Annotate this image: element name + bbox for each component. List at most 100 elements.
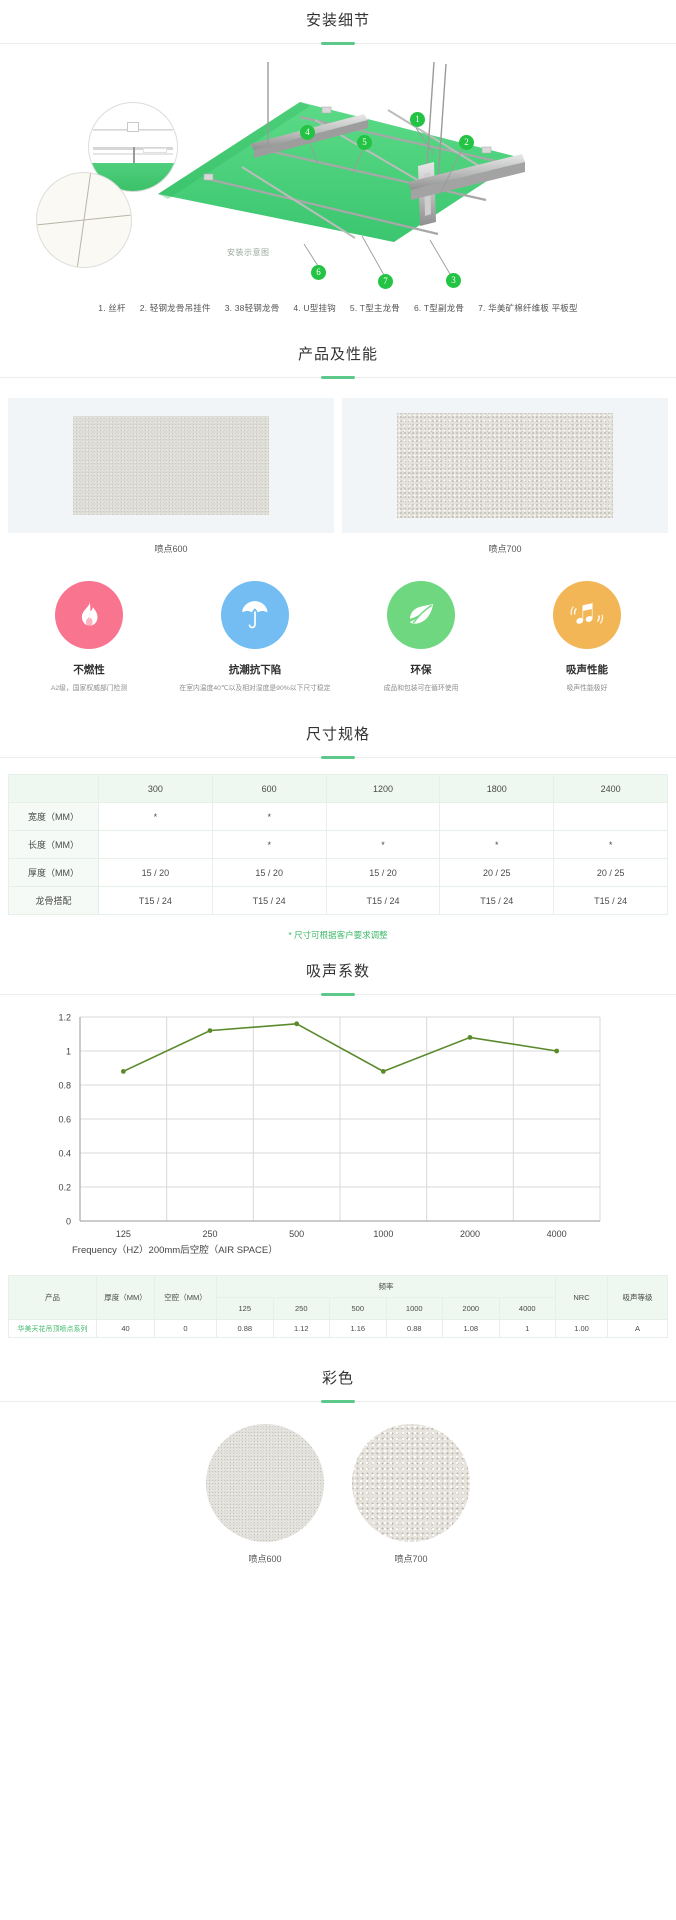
chart-series-markers: [120, 1021, 560, 1074]
spacer: [0, 1338, 676, 1368]
x-tick-label: 1000: [373, 1229, 393, 1239]
color-sample-700[interactable]: 喷点700: [352, 1424, 470, 1565]
callout-badge-6: 6: [311, 265, 326, 280]
data-point-marker: [207, 1028, 213, 1033]
col-nrc: NRC: [555, 1275, 608, 1320]
row-label-width: 宽度（MM）: [8, 802, 99, 831]
table-col-600: 600: [211, 774, 327, 803]
section-header-acoustic: 吸声系数: [0, 961, 676, 995]
feature-name: 抗潮抗下陷: [228, 664, 282, 676]
table-row: 龙骨搭配 T15 / 24 T15 / 24 T15 / 24 T15 / 24…: [8, 886, 668, 915]
cell: 20 / 25: [553, 858, 668, 887]
y-tick-label: 0: [66, 1217, 71, 1227]
callout-badge-4: 4: [300, 125, 315, 140]
product-swatch-card[interactable]: [342, 398, 668, 533]
feature-item-moisture-resistant: 抗潮抗下陷 在室内温度40℃以及相对湿度是90%以下尺寸稳定: [172, 581, 338, 694]
feature-desc: 吸声性能极好: [566, 685, 608, 692]
y-tick-label: 1: [66, 1047, 71, 1057]
col-thickness: 厚度（MM）: [96, 1275, 155, 1320]
section-underline: [0, 757, 676, 758]
cell: T15 / 24: [325, 886, 441, 915]
cell-nrc: 1.00: [555, 1319, 608, 1338]
section-underline: [0, 377, 676, 378]
data-point-marker: [467, 1035, 473, 1040]
size-spec-table: 300 600 1200 1800 2400 宽度（MM） * * 长度（MM）…: [8, 774, 668, 915]
row-label-thickness: 厚度（MM）: [8, 858, 99, 887]
feature-desc: 成品和包装可在循环使用: [383, 685, 459, 692]
spacer: [0, 1565, 676, 1579]
spacer: [0, 694, 676, 724]
color-sample-row: 喷点600 喷点700: [0, 1402, 676, 1565]
section-header-color: 彩色: [0, 1368, 676, 1402]
section-title-product: 产品及性能: [297, 346, 378, 363]
spacer: [0, 0, 676, 10]
cell: *: [439, 830, 555, 859]
section-title-acoustic: 吸声系数: [305, 963, 370, 980]
cell-value-250: 1.12: [272, 1319, 330, 1338]
table-col-1200: 1200: [325, 774, 441, 803]
cell: *: [211, 802, 327, 831]
freq-header: 125: [216, 1297, 274, 1320]
x-tick-label: 125: [116, 1229, 131, 1239]
umbrella-icon: [242, 601, 268, 629]
table-col-2400: 2400: [553, 774, 668, 803]
product-swatch-card[interactable]: [8, 398, 334, 533]
callout-badge-7: 7: [378, 274, 393, 289]
cell: 15 / 20: [325, 858, 441, 887]
size-note: * 尺寸可根据客户要求调整: [288, 930, 388, 940]
install-legend-list: 1. 丝杆 2. 轻钢龙骨吊挂件 3. 38轻钢龙骨 4. U型挂钩 5. T型…: [0, 294, 676, 314]
row-label-grid: 龙骨搭配: [8, 886, 99, 915]
feature-row: 不燃性 A2级，国家权威部门检测 抗潮抗下陷 在室内温度40℃以及相对湿度是90…: [0, 555, 676, 694]
table-corner-cell: [8, 774, 99, 803]
cell: T15 / 24: [211, 886, 327, 915]
feature-desc: 在室内温度40℃以及相对湿度是90%以下尺寸稳定: [179, 685, 331, 692]
color-label-700: 喷点700: [394, 1554, 428, 1564]
texture-sample-600: [73, 416, 269, 515]
section-header-install: 安装细节: [0, 10, 676, 44]
y-tick-label: 1.2: [58, 1013, 71, 1023]
spacer: [0, 378, 676, 398]
section-underline: [0, 994, 676, 995]
cell-product-name: 华美天花吊顶喷点系列: [8, 1319, 97, 1338]
callout-badge-2: 2: [459, 135, 474, 150]
feature-name: 吸声性能: [566, 664, 608, 676]
cell: [553, 802, 668, 831]
slot-shape: [143, 148, 167, 153]
chart-svg: 00.20.40.60.811.2 125 250 500 1000 2000 4000 …: [58, 1013, 601, 1256]
color-sample-600[interactable]: 喷点600: [206, 1424, 324, 1565]
legend-item: 5. T型主龙骨: [349, 303, 400, 313]
chart-y-tick-labels: 0 0.2 0.4 0.6 0.8 1 1.2: [58, 1013, 71, 1227]
y-tick-label: 0.6: [58, 1115, 71, 1125]
table-row: 华美天花吊顶喷点系列 40 0 0.88 1.12 1.16 0.88 1.08…: [8, 1319, 668, 1338]
callout-badge-1: 1: [410, 112, 425, 127]
col-product: 产品: [8, 1275, 97, 1320]
cell: *: [211, 830, 327, 859]
cell: 20 / 25: [439, 858, 555, 887]
legend-item: 6. T型副龙骨: [414, 303, 465, 313]
section-header-size: 尺寸规格: [0, 724, 676, 758]
absorption-data-table: 产品 厚度（MM） 空腔（MM） 频率 NRC 吸声等级 125 250 500…: [8, 1275, 668, 1338]
feature-name: 环保: [410, 664, 432, 676]
y-tick-label: 0.2: [58, 1183, 71, 1193]
product-swatch-labels: 喷点600 喷点700: [0, 533, 676, 555]
legend-item: 7. 华美矿棉纤维板 平板型: [478, 303, 578, 313]
feature-icon-bubble: [553, 581, 621, 649]
table-subheader-row: 125 250 500 1000 2000 4000: [9, 1297, 668, 1320]
cell-grade: A: [607, 1319, 668, 1338]
col-frequency-group: 频率: [216, 1275, 556, 1298]
data-point-marker: [554, 1048, 560, 1054]
callout-badge-5: 5: [357, 135, 372, 150]
sound-note-icon: [570, 602, 604, 624]
feature-icon-bubble: [55, 581, 123, 649]
leaf-icon: [409, 603, 434, 624]
section-header-product: 产品及性能: [0, 344, 676, 378]
row-label-length: 长度（MM）: [8, 830, 99, 859]
product-swatch-row: [0, 398, 676, 533]
install-diagram-container: 1 2 3 4 5 6 7 安装示意图: [0, 44, 676, 294]
freq-header: 4000: [498, 1297, 556, 1320]
clip-bracket-icon: [127, 122, 139, 132]
chart-x-tick-labels: 125 250 500 1000 2000 4000: [116, 1229, 567, 1239]
legend-item: 1. 丝杆: [98, 303, 126, 313]
data-point-marker: [120, 1069, 126, 1074]
section-title-size: 尺寸规格: [305, 726, 370, 743]
